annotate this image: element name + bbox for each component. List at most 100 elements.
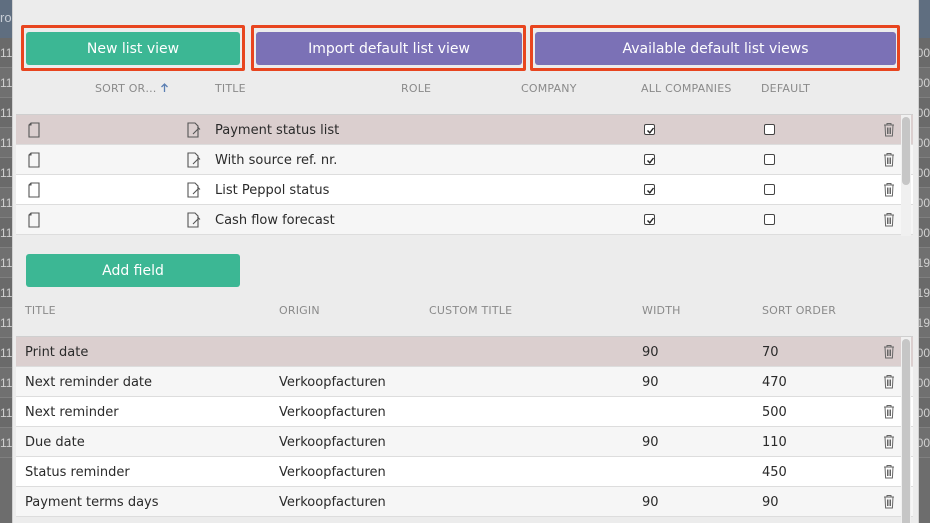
field-sort-order: 470: [762, 375, 787, 390]
field-sort-order: 450: [762, 465, 787, 480]
list-view-title: Cash flow forecast: [215, 213, 335, 228]
column-header-company[interactable]: COMPANY: [521, 82, 577, 95]
field-column-header-origin[interactable]: ORIGIN: [279, 304, 320, 317]
fields-scrollbar-thumb[interactable]: [902, 339, 910, 523]
list-view-title: Payment status list: [215, 123, 340, 138]
field-column-header-sort-order[interactable]: SORT ORDER: [762, 304, 837, 317]
field-row[interactable]: Status reminder Verkoopfacturen 450: [16, 457, 913, 487]
field-sort-order: 90: [762, 495, 779, 510]
list-views-scrollbar-thumb[interactable]: [902, 117, 910, 185]
list-view-title: With source ref. nr.: [215, 153, 338, 168]
list-view-row[interactable]: List Peppol status: [16, 175, 913, 205]
sort-ascending-icon[interactable]: [160, 83, 169, 93]
trash-icon[interactable]: [883, 182, 895, 202]
field-row[interactable]: Next reminder date Verkoopfacturen 90 470: [16, 367, 913, 397]
copy-icon[interactable]: [27, 212, 41, 233]
trash-icon[interactable]: [883, 374, 895, 394]
trash-icon[interactable]: [883, 404, 895, 424]
list-view-title: List Peppol status: [215, 183, 330, 198]
field-origin: Verkoopfacturen: [279, 405, 386, 420]
field-row[interactable]: Next reminder Verkoopfacturen 500: [16, 397, 913, 427]
field-title: Due date: [25, 435, 85, 450]
trash-icon[interactable]: [883, 152, 895, 172]
trash-icon[interactable]: [883, 434, 895, 454]
field-width: 90: [642, 375, 659, 390]
highlight-available-default: [530, 25, 900, 71]
field-row[interactable]: Print date 90 70: [16, 337, 913, 367]
background-cell-right: 00: [916, 406, 930, 420]
default-checkbox[interactable]: [764, 214, 775, 225]
field-sort-order: 110: [762, 435, 787, 450]
field-origin: Verkoopfacturen: [279, 435, 386, 450]
trash-icon[interactable]: [883, 212, 895, 232]
copy-icon[interactable]: [27, 122, 41, 143]
field-origin: Verkoopfacturen: [279, 375, 386, 390]
field-origin: Verkoopfacturen: [279, 495, 386, 510]
all-companies-checkbox[interactable]: [644, 184, 655, 195]
background-cell-right: 19: [916, 316, 930, 330]
trash-icon[interactable]: [883, 464, 895, 484]
field-column-header-title[interactable]: TITLE: [25, 304, 56, 317]
default-checkbox[interactable]: [764, 184, 775, 195]
default-checkbox[interactable]: [764, 124, 775, 135]
edit-icon[interactable]: [185, 182, 201, 203]
background-cell-right: 00: [916, 136, 930, 150]
list-views-table: Payment status list With source ref. nr. L…: [16, 114, 913, 236]
field-column-header-width[interactable]: WIDTH: [642, 304, 681, 317]
column-header-all-companies[interactable]: ALL COMPANIES: [641, 82, 732, 95]
trash-icon[interactable]: [883, 494, 895, 514]
background-cell-right: 00: [916, 436, 930, 450]
background-cell-right: 19: [916, 256, 930, 270]
edit-icon[interactable]: [185, 152, 201, 173]
background-cell-right: 00: [916, 346, 930, 360]
field-title: Payment terms days: [25, 495, 159, 510]
background-cell-right: 19: [916, 286, 930, 300]
background-cell-right: 00: [916, 226, 930, 240]
field-sort-order: 500: [762, 405, 787, 420]
list-view-row[interactable]: Payment status list: [16, 115, 913, 145]
field-column-header-custom-title[interactable]: CUSTOM TITLE: [429, 304, 513, 317]
background-cell-right: 00: [916, 106, 930, 120]
column-header-title[interactable]: TITLE: [215, 82, 246, 95]
trash-icon[interactable]: [883, 122, 895, 142]
field-title: Next reminder date: [25, 375, 153, 390]
edit-icon[interactable]: [185, 212, 201, 233]
trash-icon[interactable]: [883, 344, 895, 364]
field-sort-order: 70: [762, 345, 779, 360]
column-header-default[interactable]: DEFAULT: [761, 82, 811, 95]
add-field-button[interactable]: Add field: [26, 254, 240, 287]
default-checkbox[interactable]: [764, 154, 775, 165]
highlight-import-default: [251, 25, 526, 71]
copy-icon[interactable]: [27, 182, 41, 203]
available-default-list-views-button[interactable]: Available default list views: [535, 32, 896, 65]
field-title: Next reminder: [25, 405, 119, 420]
list-view-row[interactable]: Cash flow forecast: [16, 205, 913, 235]
column-header-role[interactable]: ROLE: [401, 82, 432, 95]
edit-icon[interactable]: [185, 122, 201, 143]
list-view-settings-dialog: New list view Import default list view A…: [12, 0, 919, 523]
fields-table: Print date 90 70 Next reminder date Verkoopf…: [16, 336, 913, 523]
background-cell-right: 00: [916, 196, 930, 210]
import-default-list-view-button[interactable]: Import default list view: [256, 32, 522, 65]
all-companies-checkbox[interactable]: [644, 214, 655, 225]
field-title: Status reminder: [25, 465, 130, 480]
all-companies-checkbox[interactable]: [644, 124, 655, 135]
field-width: 90: [642, 345, 659, 360]
copy-icon[interactable]: [27, 152, 41, 173]
fields-scrollbar[interactable]: [901, 337, 911, 523]
background-cell-right: 00: [916, 76, 930, 90]
list-view-row[interactable]: With source ref. nr.: [16, 145, 913, 175]
background-cell-right: 00: [916, 46, 930, 60]
field-row[interactable]: Due date Verkoopfacturen 90 110: [16, 427, 913, 457]
column-header-sort-order[interactable]: SORT OR…: [95, 82, 157, 95]
field-title: Print date: [25, 345, 89, 360]
field-width: 90: [642, 495, 659, 510]
background-cell-right: 00: [916, 376, 930, 390]
list-views-scrollbar[interactable]: [901, 115, 911, 236]
highlight-new-list-view: [21, 25, 245, 71]
all-companies-checkbox[interactable]: [644, 154, 655, 165]
field-origin: Verkoopfacturen: [279, 465, 386, 480]
field-row[interactable]: Payment terms days Verkoopfacturen 90 90: [16, 487, 913, 517]
new-list-view-button[interactable]: New list view: [26, 32, 240, 65]
background-title: ro: [0, 10, 12, 25]
